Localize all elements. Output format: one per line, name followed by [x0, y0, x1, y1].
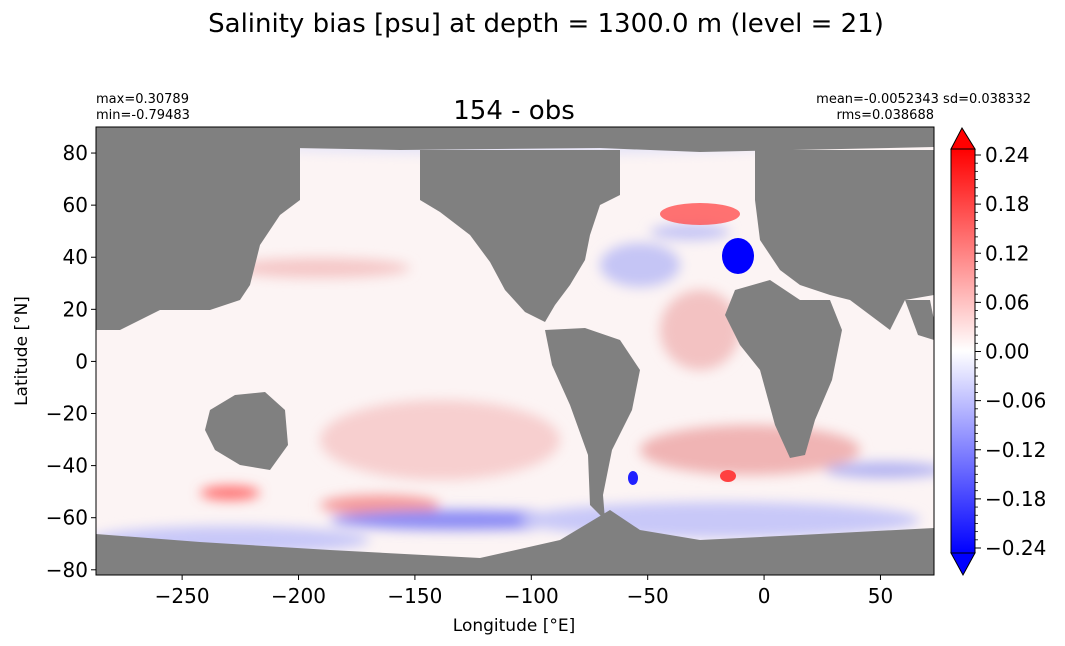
x-tick-label: −150 — [387, 584, 442, 608]
colorbar-tick-label: −0.06 — [985, 389, 1046, 413]
y-tick-label: −20 — [46, 402, 88, 426]
colorbar-tick-label: 0.06 — [985, 290, 1030, 314]
x-axis-label: Longitude [°E] — [453, 616, 575, 636]
stats-min: min=-0.79483 — [96, 108, 190, 123]
colorbar-tick-label: 0.12 — [985, 241, 1030, 265]
x-tick-label: −200 — [271, 584, 326, 608]
colorbar-extend-top — [950, 126, 976, 150]
x-tick-label: −100 — [504, 584, 559, 608]
colorbar-tick-label: 0.24 — [985, 143, 1030, 167]
colorbar-tick-label: −0.24 — [985, 536, 1046, 560]
x-tick-label: 50 — [868, 584, 893, 608]
x-tick-label: −50 — [627, 584, 669, 608]
north-atlantic-negative-patch — [722, 238, 754, 274]
land-eurasia-east — [755, 150, 934, 330]
southern-indian-negative-patch — [628, 471, 638, 485]
y-axis-label: Latitude [°N] — [12, 296, 32, 406]
colorbar: 0.24 0.18 0.12 0.06 0.00 −0.06 −0.12 −0.18 −0.24 — [950, 126, 1046, 577]
land-masses — [96, 127, 934, 575]
colorbar-tick-label: −0.18 — [985, 487, 1046, 511]
panel-title: 154 - obs — [453, 96, 575, 126]
land-india — [905, 300, 934, 340]
stats-mean-sd: mean=-0.0052343 sd=0.038332 — [816, 92, 1031, 107]
y-tick-label: 40 — [63, 245, 88, 269]
land-africa — [725, 280, 842, 458]
stats-rms: rms=0.038688 — [837, 108, 934, 123]
y-axis: 80 60 40 20 0 −20 −40 −60 −80 — [46, 141, 96, 582]
y-tick-label: −60 — [46, 506, 88, 530]
axes-border — [95, 126, 935, 576]
y-tick-label: 20 — [63, 297, 88, 321]
labrador-positive-patch — [660, 203, 740, 225]
land-antarctica — [96, 510, 934, 575]
colorbar-tick-label: 0.00 — [985, 340, 1030, 364]
land-south-america — [545, 328, 640, 520]
x-axis: −250 −200 −150 −100 −50 0 50 — [155, 575, 893, 608]
x-tick-label: −250 — [155, 584, 210, 608]
stats-max: max=0.30789 — [96, 92, 189, 107]
south-atlantic-positive-patch — [720, 470, 736, 482]
land-eurasia-west — [96, 147, 300, 330]
map-panel — [96, 127, 934, 575]
y-tick-label: 60 — [63, 193, 88, 217]
colorbar-body — [950, 148, 976, 554]
land-north-america — [420, 150, 620, 322]
figure-suptitle: Salinity bias [psu] at depth = 1300.0 m … — [208, 9, 884, 39]
x-tick-label: 0 — [758, 584, 771, 608]
y-tick-label: −40 — [46, 454, 88, 478]
colorbar-ticks: 0.24 0.18 0.12 0.06 0.00 −0.06 −0.12 −0.18 −0.24 — [975, 143, 1046, 560]
y-tick-label: 80 — [63, 141, 88, 165]
colorbar-tick-label: −0.12 — [985, 438, 1046, 462]
colorbar-tick-label: 0.18 — [985, 192, 1030, 216]
land-australia — [205, 392, 288, 470]
land-arctic-top — [96, 127, 934, 152]
y-tick-label: −80 — [46, 558, 88, 582]
colorbar-extend-bottom — [950, 552, 976, 577]
y-tick-label: 0 — [75, 349, 88, 373]
